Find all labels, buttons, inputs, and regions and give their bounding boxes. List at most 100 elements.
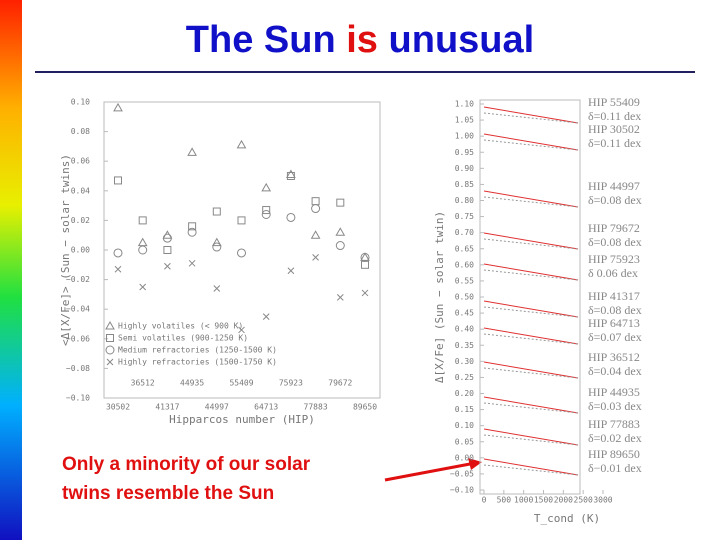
legend-symbol — [105, 320, 115, 330]
legend-label: Highly volatiles (< 900 K) — [118, 322, 243, 331]
y-tick-label: 0.40 — [455, 325, 474, 334]
marker — [162, 233, 172, 243]
y-tick-label: 0.85 — [455, 180, 474, 189]
y-tick-label: 0.08 — [71, 127, 90, 136]
marker — [262, 313, 270, 320]
star-delta: δ=0.02 dex — [588, 431, 642, 445]
slide-title: The Sun is unusual — [186, 19, 534, 61]
y-tick-label: 0.80 — [455, 196, 474, 205]
y-tick-label: −0.10 — [66, 394, 90, 403]
y-tick-label: 0.50 — [455, 293, 474, 302]
y-tick-label: −0.05 — [450, 469, 474, 478]
marker — [187, 227, 197, 237]
y-tick-label: 0.45 — [455, 309, 474, 318]
fit-line — [483, 190, 579, 208]
star-name: HIP 75923 — [588, 252, 640, 266]
x-axis-label: Hipparcos number (HIP) — [169, 413, 315, 426]
star-delta: δ=0.08 dex — [588, 235, 642, 249]
fit-line — [483, 300, 579, 318]
x-tick-label: 64713 — [254, 403, 278, 412]
marker — [286, 212, 296, 222]
marker — [211, 237, 222, 247]
color-strip — [0, 0, 22, 540]
marker — [311, 197, 320, 206]
star-delta: δ=0.08 dex — [588, 193, 642, 207]
star-name: HIP 44997 — [588, 179, 640, 193]
marker — [335, 227, 346, 236]
marker — [139, 283, 147, 291]
fit-line — [483, 232, 579, 250]
marker — [114, 176, 122, 185]
x-tick-label: 41317 — [155, 403, 179, 412]
x-tick-label: 79672 — [328, 379, 352, 388]
x-tick-label: 77883 — [304, 403, 328, 412]
x-tick-label: 75923 — [279, 379, 303, 388]
marker — [312, 254, 319, 261]
star-name: HIP 55409 — [588, 95, 640, 109]
x-tick-label: 30502 — [106, 403, 130, 412]
x-tick-label: 2500 — [574, 496, 593, 505]
y-tick-label: 0.00 — [71, 246, 90, 255]
caption: Only a minority of our solar — [62, 454, 311, 475]
arrow-head — [468, 458, 482, 470]
marker — [188, 259, 196, 267]
title-part: is — [346, 19, 378, 61]
marker — [336, 198, 345, 207]
star-name: HIP 77883 — [588, 417, 640, 431]
x-tick-label: 1000 — [514, 496, 533, 505]
fit-line — [483, 327, 579, 345]
x-tick-label: 44935 — [180, 379, 204, 388]
marker — [310, 230, 321, 239]
star-name: HIP 41317 — [588, 289, 640, 303]
y-tick-label: 0.25 — [455, 373, 474, 382]
x-tick-label: 500 — [497, 496, 512, 505]
marker — [213, 285, 221, 292]
star-name: HIP 30502 — [588, 122, 640, 136]
marker — [164, 262, 171, 270]
title-part: unusual — [389, 19, 535, 61]
legend-label: Medium refractories (1250-1500 K) — [118, 346, 277, 355]
fit-line — [483, 458, 579, 476]
star-name: HIP 89650 — [588, 447, 640, 461]
fit-line — [483, 133, 579, 151]
x-tick-label: 44997 — [205, 403, 229, 412]
y-tick-label: 0.55 — [455, 276, 474, 285]
star-name: HIP 79672 — [588, 221, 640, 235]
marker — [114, 265, 122, 273]
marker — [113, 248, 123, 258]
marker — [336, 294, 344, 301]
marker — [261, 182, 272, 192]
marker — [163, 246, 172, 254]
marker — [137, 237, 148, 247]
legend-label: Semi volatiles (900-1250 K) — [118, 334, 248, 343]
star-delta: δ=0.03 dex — [588, 399, 642, 413]
marker — [212, 207, 221, 216]
legend-symbol — [105, 345, 115, 355]
y-tick-label: 0.35 — [455, 341, 474, 350]
star-delta: δ=0.11 dex — [588, 109, 641, 123]
legend-symbol — [106, 334, 114, 342]
star-delta: δ 0.06 dex — [588, 266, 638, 280]
y-tick-label: 1.10 — [455, 100, 474, 109]
x-tick-label: 89650 — [353, 403, 377, 412]
star-delta: δ−0.01 dex — [588, 461, 642, 475]
y-tick-label: 1.05 — [455, 116, 474, 125]
marker — [261, 209, 271, 219]
legend-label: Highly refractories (1500-1750 K) — [118, 358, 277, 367]
x-axis-label: T_cond (K) — [534, 512, 600, 525]
y-tick-label: 1.00 — [455, 132, 474, 141]
legend-symbol — [106, 358, 114, 366]
y-tick-label: −0.06 — [66, 334, 90, 343]
y-tick-label: 0.04 — [71, 186, 90, 195]
plot-frame — [479, 99, 581, 495]
star-delta: δ=0.11 dex — [588, 136, 641, 150]
marker — [188, 222, 197, 231]
marker — [212, 242, 222, 252]
x-tick-label: 0 — [482, 496, 487, 505]
marker — [262, 206, 271, 215]
y-tick-label: 0.10 — [71, 98, 90, 107]
marker — [113, 102, 123, 112]
y-tick-label: −0.10 — [450, 486, 474, 495]
